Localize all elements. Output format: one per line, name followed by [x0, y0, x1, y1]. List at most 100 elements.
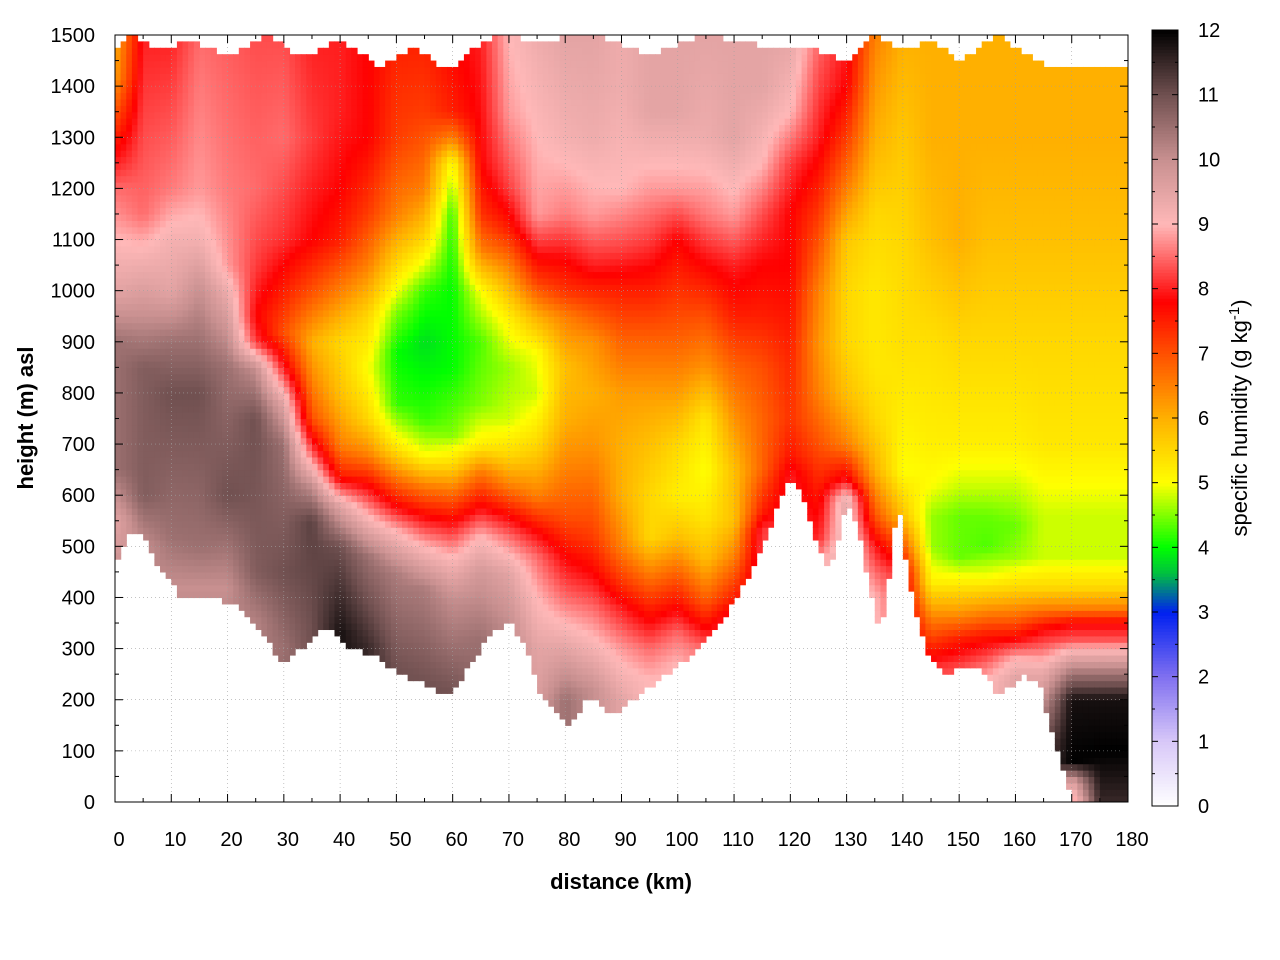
heatmap-cell — [188, 527, 195, 535]
heatmap-cell — [171, 182, 178, 189]
heatmap-cell — [148, 527, 155, 535]
heatmap-cell — [244, 482, 251, 490]
heatmap-cell — [160, 79, 167, 87]
heatmap-cell — [334, 456, 341, 464]
heatmap-cell — [238, 182, 246, 189]
heatmap-cell — [390, 213, 397, 221]
heatmap-cell — [368, 623, 375, 631]
heatmap-cell — [148, 201, 155, 209]
heatmap-cell — [154, 245, 161, 253]
heatmap-cell — [368, 354, 375, 362]
heatmap-cell — [334, 98, 341, 106]
heatmap-cell — [210, 92, 217, 100]
heatmap-cell — [244, 150, 251, 158]
heatmap-cell — [278, 258, 285, 266]
heatmap-cell — [402, 546, 409, 554]
heatmap-cell — [334, 60, 341, 68]
heatmap-cell — [266, 527, 274, 535]
heatmap-cell — [126, 341, 133, 349]
heatmap-cell — [345, 105, 352, 113]
heatmap-cell — [317, 341, 324, 349]
heatmap-cell — [373, 194, 381, 202]
heatmap-cell — [345, 444, 352, 452]
heatmap-cell — [340, 335, 347, 343]
heatmap-cell — [205, 367, 212, 375]
heatmap-cell — [362, 495, 369, 503]
heatmap-cell — [266, 35, 274, 42]
heatmap-cell — [396, 469, 403, 477]
heatmap-cell — [283, 150, 291, 158]
heatmap-cell — [418, 182, 426, 189]
heatmap-cell — [351, 162, 358, 170]
heatmap-cell — [272, 277, 279, 285]
heatmap-cell — [396, 162, 403, 170]
heatmap-cell — [261, 431, 268, 439]
heatmap-cell — [289, 648, 296, 656]
heatmap-cell — [385, 373, 392, 381]
heatmap-cell — [379, 392, 386, 400]
heatmap-cell — [137, 47, 144, 55]
heatmap-cell — [413, 98, 420, 106]
heatmap-cell — [362, 386, 369, 394]
heatmap-cell — [373, 495, 381, 503]
heatmap-cell — [120, 252, 127, 260]
heatmap-cell — [418, 137, 426, 145]
heatmap-cell — [250, 182, 257, 189]
heatmap-cell — [182, 79, 189, 87]
heatmap-cell — [289, 297, 296, 305]
heatmap-cell — [160, 118, 167, 126]
heatmap-cell — [255, 520, 262, 528]
heatmap-cell — [323, 456, 330, 464]
heatmap-cell — [238, 239, 246, 247]
heatmap-cell — [289, 629, 296, 637]
heatmap-cell — [300, 169, 307, 177]
heatmap-cell — [205, 527, 212, 535]
heatmap-cell — [131, 175, 139, 183]
heatmap-cell — [317, 444, 324, 452]
heatmap-cell — [424, 431, 431, 439]
heatmap-cell — [368, 60, 375, 68]
heatmap-cell — [126, 380, 133, 388]
heatmap-cell — [244, 252, 251, 260]
heatmap-cell — [373, 514, 381, 522]
heatmap-cell — [216, 73, 223, 81]
heatmap-cell — [266, 463, 274, 471]
heatmap-cell — [413, 86, 420, 94]
heatmap-cell — [295, 495, 302, 503]
heatmap-cell — [323, 527, 330, 535]
heatmap-cell — [165, 335, 172, 343]
heatmap-cell — [115, 245, 122, 253]
heatmap-cell — [379, 335, 386, 343]
heatmap-cell — [323, 578, 330, 586]
heatmap-cell — [199, 118, 206, 126]
heatmap-cell — [182, 130, 189, 138]
heatmap-cell — [154, 552, 161, 560]
heatmap-cell — [255, 309, 262, 317]
heatmap-cell — [199, 284, 206, 292]
heatmap-cell — [323, 507, 330, 515]
heatmap-cell — [390, 514, 397, 522]
heatmap-cell — [306, 252, 313, 260]
heatmap-cell — [137, 373, 144, 381]
heatmap-cell — [295, 150, 302, 158]
heatmap-cell — [171, 271, 178, 279]
heatmap-cell — [424, 495, 431, 503]
heatmap-cell — [160, 162, 167, 170]
heatmap-cell — [289, 431, 296, 439]
heatmap-cell — [255, 105, 262, 113]
heatmap-cell — [160, 501, 167, 509]
heatmap-cell — [199, 482, 206, 490]
heatmap-cell — [323, 130, 330, 138]
heatmap-cell — [272, 520, 279, 528]
heatmap-cell — [244, 431, 251, 439]
heatmap-cell — [418, 392, 426, 400]
heatmap-cell — [272, 584, 279, 592]
heatmap-cell — [171, 488, 178, 496]
heatmap-cell — [402, 118, 409, 126]
heatmap-cell — [238, 488, 246, 496]
heatmap-cell — [407, 335, 414, 343]
heatmap-cell — [283, 444, 291, 452]
heatmap-cell — [216, 66, 223, 74]
heatmap-cell — [244, 130, 251, 138]
